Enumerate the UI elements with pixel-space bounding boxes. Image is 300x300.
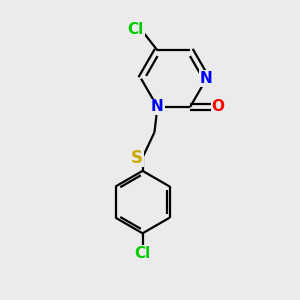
Text: Cl: Cl bbox=[134, 246, 151, 261]
Text: N: N bbox=[151, 100, 164, 115]
Text: O: O bbox=[211, 100, 224, 115]
Text: N: N bbox=[200, 71, 213, 86]
Text: S: S bbox=[131, 148, 143, 166]
Text: Cl: Cl bbox=[128, 22, 144, 37]
